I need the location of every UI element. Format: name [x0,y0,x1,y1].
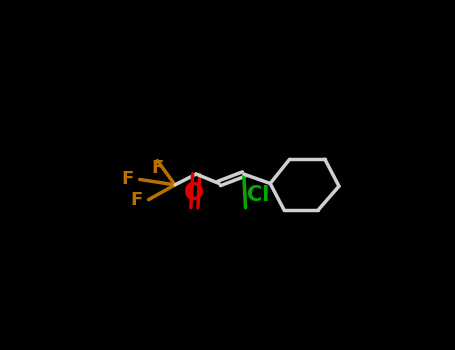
Text: O: O [184,181,204,204]
Text: Cl: Cl [248,185,270,205]
Text: F: F [130,191,142,209]
Text: F: F [121,170,133,188]
Text: F: F [151,159,163,177]
